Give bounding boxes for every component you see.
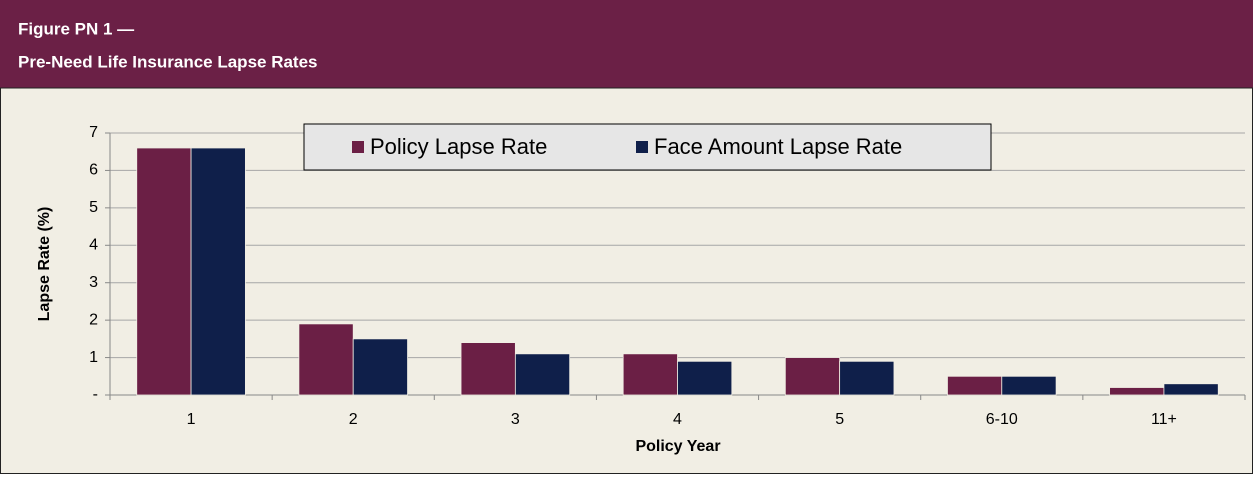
legend-swatch (636, 141, 648, 153)
x-tick-label: 3 (511, 411, 520, 428)
bar (1163, 383, 1219, 396)
chart-title: Figure PN 1 — (18, 19, 134, 38)
bar (352, 338, 408, 396)
x-tick-label: 6-10 (986, 411, 1018, 428)
chart-subtitle: Pre-Need Life Insurance Lapse Rates (18, 52, 318, 71)
bar (514, 353, 571, 396)
bar (190, 147, 246, 396)
bar (298, 323, 354, 396)
y-tick-label: 2 (89, 311, 98, 328)
legend-box (303, 123, 992, 171)
y-tick-label: 6 (89, 162, 98, 179)
bar (460, 342, 516, 396)
y-tick-label: 1 (89, 349, 98, 366)
bar (1109, 387, 1165, 396)
y-tick-label: 5 (89, 199, 98, 216)
header-band (0, 0, 1253, 88)
bar (947, 375, 1003, 396)
bar (1001, 375, 1057, 396)
x-tick-label: 5 (835, 411, 844, 428)
bar (622, 353, 678, 396)
x-axis-label: Policy Year (635, 438, 720, 455)
y-tick-label: - (93, 386, 98, 403)
y-tick-label: 7 (89, 124, 98, 141)
x-tick-label: 4 (673, 411, 682, 428)
bar (136, 147, 192, 396)
y-axis-label: Lapse Rate (%) (36, 207, 53, 322)
bar (784, 357, 841, 396)
x-tick-label: 1 (187, 411, 196, 428)
legend-label: Policy Lapse Rate (370, 134, 547, 159)
x-tick-label: 11+ (1151, 411, 1177, 428)
legend-swatch (352, 141, 364, 153)
y-tick-label: 3 (89, 274, 98, 291)
bar (839, 360, 895, 396)
y-tick-label: 4 (89, 237, 98, 254)
x-tick-label: 2 (349, 411, 358, 428)
legend-label: Face Amount Lapse Rate (654, 134, 902, 159)
bar (677, 360, 733, 396)
